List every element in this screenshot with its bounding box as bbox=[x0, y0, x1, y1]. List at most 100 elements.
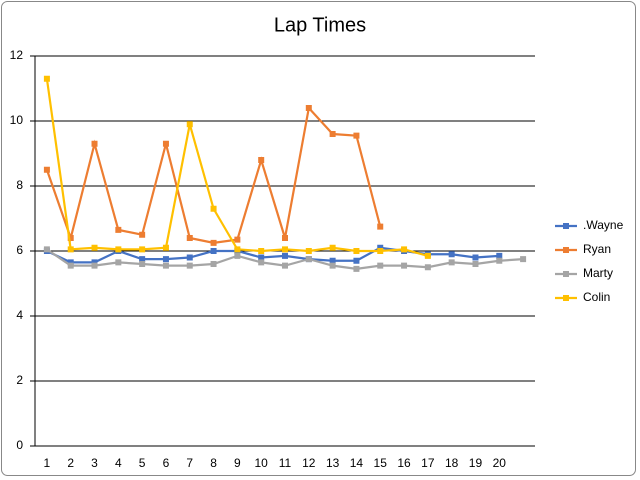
marker bbox=[401, 246, 408, 253]
legend-marker bbox=[563, 295, 569, 301]
marker bbox=[139, 231, 146, 238]
chart-title: Lap Times bbox=[274, 14, 366, 36]
marker bbox=[377, 248, 384, 254]
marker bbox=[43, 75, 50, 82]
y-tick-label: 0 bbox=[16, 438, 23, 452]
marker bbox=[210, 205, 217, 212]
marker bbox=[234, 246, 241, 253]
marker bbox=[305, 256, 312, 263]
marker bbox=[139, 246, 146, 253]
marker bbox=[67, 262, 74, 269]
marker bbox=[186, 254, 193, 261]
marker bbox=[305, 105, 312, 111]
x-tick-label: 12 bbox=[302, 456, 316, 470]
x-tick-label: 13 bbox=[326, 456, 340, 470]
x-tick-label: 7 bbox=[186, 456, 193, 470]
marker bbox=[115, 226, 122, 233]
x-tick-label: 15 bbox=[374, 456, 388, 470]
marker bbox=[329, 262, 336, 269]
marker bbox=[43, 246, 50, 253]
marker bbox=[258, 157, 265, 163]
x-tick-label: 11 bbox=[279, 456, 292, 470]
legend-marker bbox=[563, 223, 569, 229]
x-tick-label: 14 bbox=[350, 456, 364, 470]
marker bbox=[258, 248, 265, 254]
marker bbox=[353, 248, 360, 254]
marker bbox=[282, 246, 288, 253]
marker bbox=[305, 248, 312, 254]
x-tick-label: 1 bbox=[44, 456, 51, 470]
marker bbox=[43, 166, 50, 173]
marker bbox=[377, 244, 384, 251]
marker bbox=[329, 244, 336, 251]
marker bbox=[353, 132, 360, 139]
marker bbox=[496, 257, 503, 264]
y-tick-label: 6 bbox=[16, 243, 23, 257]
marker bbox=[115, 246, 122, 253]
marker bbox=[258, 259, 265, 266]
marker bbox=[210, 248, 217, 254]
marker bbox=[282, 262, 288, 269]
legend-label: Ryan bbox=[583, 242, 611, 256]
legend-marker bbox=[563, 271, 569, 277]
legend-label: Marty bbox=[583, 266, 613, 280]
marker bbox=[472, 261, 479, 267]
marker bbox=[210, 239, 217, 246]
marker bbox=[472, 254, 479, 261]
marker bbox=[162, 140, 169, 147]
marker bbox=[353, 265, 360, 272]
marker bbox=[520, 256, 527, 263]
marker bbox=[496, 252, 503, 259]
x-tick-label: 16 bbox=[397, 456, 411, 470]
marker bbox=[258, 254, 265, 261]
legend-label: .Wayne bbox=[583, 218, 624, 232]
marker bbox=[329, 131, 336, 137]
x-tick-label: 5 bbox=[139, 456, 146, 470]
marker bbox=[91, 140, 98, 147]
y-tick-label: 8 bbox=[16, 178, 23, 192]
marker bbox=[329, 257, 336, 264]
legend-marker bbox=[563, 247, 569, 253]
marker bbox=[162, 262, 169, 269]
marker bbox=[139, 256, 146, 263]
marker bbox=[448, 259, 455, 266]
x-tick-label: 19 bbox=[469, 456, 483, 470]
y-tick-label: 12 bbox=[10, 48, 24, 62]
marker bbox=[424, 252, 431, 259]
marker bbox=[67, 246, 74, 253]
marker bbox=[186, 235, 193, 241]
marker bbox=[377, 223, 384, 230]
x-tick-label: 9 bbox=[234, 456, 241, 470]
marker bbox=[401, 262, 408, 269]
marker bbox=[91, 259, 98, 266]
x-tick-label: 10 bbox=[255, 456, 269, 470]
x-tick-label: 4 bbox=[115, 456, 122, 470]
marker bbox=[115, 259, 122, 266]
x-tick-label: 17 bbox=[421, 456, 435, 470]
marker bbox=[186, 262, 193, 269]
marker bbox=[377, 262, 384, 269]
marker bbox=[186, 121, 193, 128]
y-tick-label: 10 bbox=[10, 113, 24, 127]
x-tick-label: 3 bbox=[91, 456, 98, 470]
y-tick-label: 4 bbox=[16, 308, 23, 322]
marker bbox=[67, 259, 74, 266]
x-tick-label: 18 bbox=[445, 456, 459, 470]
x-tick-label: 8 bbox=[210, 456, 217, 470]
x-tick-label: 6 bbox=[163, 456, 170, 470]
x-tick-label: 2 bbox=[67, 456, 74, 470]
marker bbox=[282, 252, 288, 259]
legend-label: Colin bbox=[583, 290, 610, 304]
marker bbox=[234, 252, 241, 259]
y-tick-label: 2 bbox=[16, 373, 23, 387]
marker bbox=[353, 257, 360, 264]
marker bbox=[67, 235, 74, 241]
marker bbox=[162, 244, 169, 251]
marker bbox=[210, 261, 217, 267]
marker bbox=[91, 244, 98, 251]
marker bbox=[162, 256, 169, 263]
marker bbox=[139, 261, 146, 267]
